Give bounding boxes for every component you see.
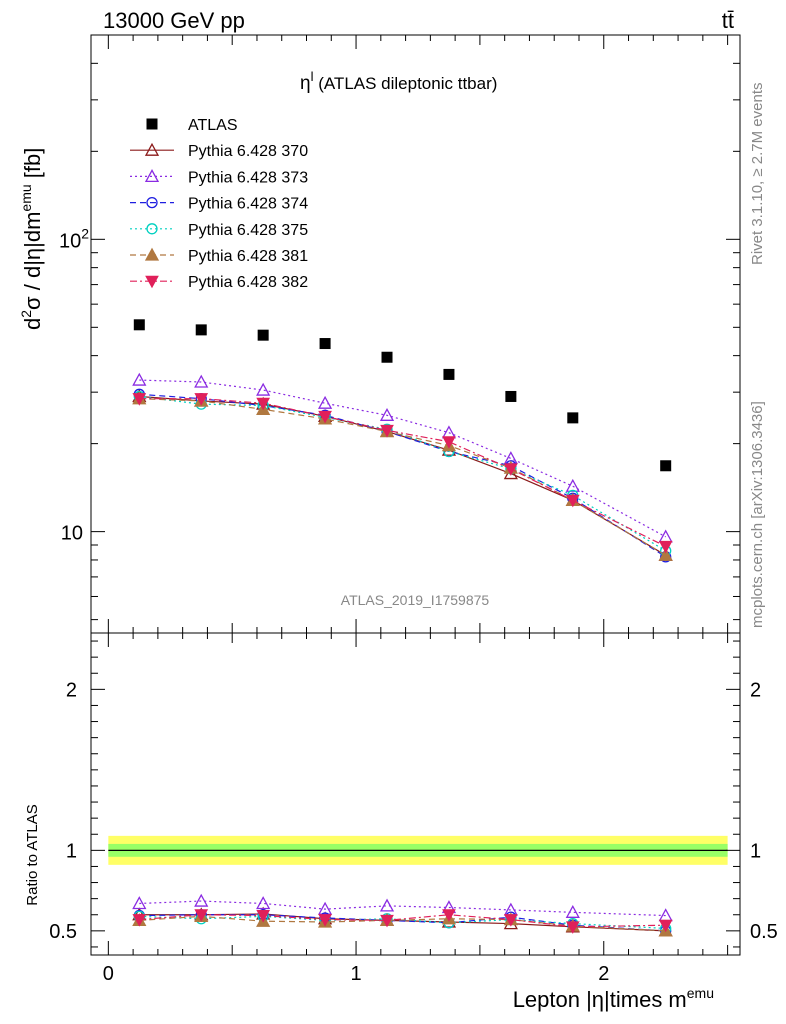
ratio-point-pythia-6-428-373 <box>194 893 209 907</box>
main-point-pythia-6-428-373 <box>379 407 395 421</box>
ratio-y-tick-label-right: 2 <box>750 679 761 701</box>
rivet-label: Rivet 3.1.10, ≥ 2.7M events <box>749 83 766 266</box>
main-y-tick-label: 10 <box>61 523 83 545</box>
main-point-pythia-6-428-382 <box>565 494 580 508</box>
main-line-pythia-6-428-373 <box>139 379 666 538</box>
main-point-pythia-6-428-382 <box>504 463 518 476</box>
ratio-point-pythia-6-428-382 <box>380 914 394 928</box>
ratio-point-pythia-6-428-382 <box>194 909 209 922</box>
main-point-pythia-6-428-382 <box>132 393 147 406</box>
header-left: 13000 GeV pp <box>103 8 245 33</box>
legend-label-pythia-6-428-382: Pythia 6.428 382 <box>188 274 308 291</box>
main-point-atlas <box>133 319 145 331</box>
legend-label-pythia-6-428-373: Pythia 6.428 373 <box>188 169 308 186</box>
main-point-pythia-6-428-382 <box>256 397 271 411</box>
ratio-line-pythia-6-428-374 <box>139 914 666 932</box>
ratio-line-pythia-6-428-373 <box>139 900 666 917</box>
main-point-pythia-6-428-373 <box>256 382 271 396</box>
ratio-point-pythia-6-428-373 <box>132 896 147 910</box>
legend-marker-pythia-6-428-374 <box>146 196 158 209</box>
ratio-point-pythia-6-428-373 <box>565 904 580 918</box>
main-point-pythia-6-428-373 <box>565 478 580 492</box>
main-point-pythia-6-428-382 <box>318 410 332 424</box>
axis-ticks <box>91 34 740 955</box>
main-y-axis-label: d2σ / d|η|dmemu [fb] <box>18 148 45 330</box>
legend: ATLAS Pythia 6.428 370 Pythia 6.428 373 Pyt… <box>130 117 308 291</box>
main-point-atlas <box>319 338 331 350</box>
main-series <box>132 319 673 563</box>
legend-label-pythia-6-428-375: Pythia 6.428 375 <box>188 222 308 239</box>
main-point-pythia-6-428-381 <box>658 547 673 561</box>
main-title-eta: η <box>300 73 311 94</box>
x-tick-label: 2 <box>598 963 609 985</box>
ratio-plot-frame <box>90 632 741 956</box>
ratio-point-pythia-6-428-373 <box>379 898 395 912</box>
main-point-pythia-6-428-373 <box>317 395 333 409</box>
x-tick-label: 1 <box>350 963 361 985</box>
main-title: ηl (ATLAS dileptonic ttbar) <box>300 69 497 94</box>
main-line-pythia-6-428-381 <box>139 398 666 556</box>
ratio-line-pythia-6-428-381 <box>139 915 666 932</box>
ratio-line-pythia-6-428-370 <box>139 913 666 932</box>
ratio-y-tick-label: 2 <box>66 679 77 701</box>
ratio-point-pythia-6-428-382 <box>132 914 147 927</box>
ratio-point-pythia-6-428-382 <box>256 910 271 923</box>
plot-frames <box>90 34 741 956</box>
legend-marker-pythia-6-428-381 <box>144 247 160 261</box>
ratio-y-axis-label: Ratio to ATLAS <box>24 804 41 905</box>
legend-marker-pythia-6-428-382 <box>145 275 159 289</box>
main-title-rest: (ATLAS dileptonic ttbar) <box>313 74 497 93</box>
main-line-pythia-6-428-382 <box>139 398 666 547</box>
axis-tick-labels: 10 102 0 1 2 0.5 0.5 1 1 2 2 <box>49 225 778 985</box>
ratio-series <box>132 893 673 937</box>
legend-marker-pythia-6-428-370 <box>144 142 160 156</box>
main-point-pythia-6-428-382 <box>658 540 673 554</box>
ratio-uncertainty-band <box>108 835 728 865</box>
header-right: tt̄ <box>722 8 734 33</box>
legend-marker-atlas <box>146 118 158 130</box>
main-point-pythia-6-428-382 <box>380 424 394 438</box>
main-point-atlas <box>257 329 269 341</box>
main-point-atlas <box>660 460 672 472</box>
main-point-atlas <box>381 351 393 363</box>
ratio-point-pythia-6-428-382 <box>442 909 456 922</box>
mcplots-label: mcplots.cern.ch [arXiv:1306.3436] <box>749 401 766 628</box>
x-axis-label: Lepton |η|times memu <box>513 985 714 1012</box>
main-point-pythia-6-428-373 <box>194 374 209 388</box>
main-point-pythia-6-428-373 <box>132 372 147 386</box>
main-title-sup: l <box>311 69 314 84</box>
main-point-atlas <box>567 412 579 424</box>
legend-label-atlas: ATLAS <box>188 117 238 134</box>
main-line-pythia-6-428-374 <box>139 393 667 558</box>
legend-label-pythia-6-428-370: Pythia 6.428 370 <box>188 143 308 160</box>
main-point-atlas <box>505 390 517 402</box>
main-point-pythia-6-428-382 <box>194 393 209 406</box>
ratio-point-pythia-6-428-382 <box>318 914 332 927</box>
legend-marker-pythia-6-428-373 <box>144 169 160 183</box>
ratio-y-tick-label: 1 <box>66 840 77 862</box>
ratio-point-pythia-6-428-382 <box>504 914 518 927</box>
main-point-atlas <box>195 324 207 336</box>
x-tick-label: 0 <box>103 963 114 985</box>
analysis-watermark: ATLAS_2019_I1759875 <box>341 592 490 608</box>
main-line-pythia-6-428-370 <box>139 395 666 556</box>
ratio-point-pythia-6-428-382 <box>658 919 673 933</box>
main-point-atlas <box>443 368 455 380</box>
legend-label-pythia-6-428-381: Pythia 6.428 381 <box>188 248 308 265</box>
ratio-point-pythia-6-428-373 <box>256 896 271 910</box>
ratio-y-tick-label-right: 1 <box>750 840 761 862</box>
main-point-pythia-6-428-382 <box>442 436 456 449</box>
legend-marker-pythia-6-428-375 <box>146 223 158 235</box>
ratio-point-pythia-6-428-382 <box>565 921 580 934</box>
ratio-line-pythia-6-428-375 <box>139 915 666 930</box>
main-y-tick-label: 102 <box>59 225 89 252</box>
ratio-y-tick-label-right: 0.5 <box>750 921 778 943</box>
ratio-y-tick-label: 0.5 <box>49 921 77 943</box>
legend-label-pythia-6-428-374: Pythia 6.428 374 <box>188 196 308 213</box>
